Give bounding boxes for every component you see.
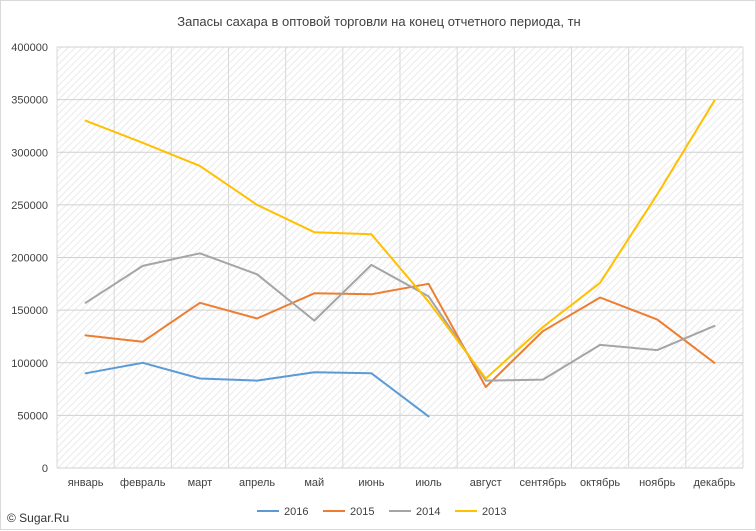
y-tick-label: 250000 bbox=[11, 200, 48, 212]
x-axis-ticks: январь февраль март апрель май июнь июль август… bbox=[68, 477, 736, 489]
series-line-2013 bbox=[84, 99, 716, 380]
y-tick-label: 50000 bbox=[17, 410, 48, 422]
x-tick-label: ноябрь bbox=[639, 477, 676, 489]
watermark-text: © Sugar.Ru bbox=[7, 511, 70, 525]
series-layer bbox=[84, 99, 716, 418]
gridlines bbox=[56, 46, 744, 469]
x-tick-label: июнь bbox=[358, 477, 384, 489]
x-tick-label: декабрь bbox=[693, 477, 735, 489]
series-line-2014 bbox=[84, 252, 716, 382]
series-line-2016 bbox=[84, 361, 430, 418]
x-tick-label: март bbox=[188, 477, 213, 489]
x-tick-label: январь bbox=[68, 477, 104, 489]
y-tick-label: 200000 bbox=[11, 253, 48, 265]
x-tick-label: октябрь bbox=[580, 477, 620, 489]
legend: 2016 2015 2014 2013 bbox=[257, 506, 506, 518]
x-tick-label: сентябрь bbox=[519, 477, 566, 489]
y-tick-label: 0 bbox=[42, 463, 48, 475]
legend-label-2014: 2014 bbox=[416, 506, 440, 518]
y-tick-label: 350000 bbox=[11, 95, 48, 107]
y-tick-label: 400000 bbox=[11, 42, 48, 54]
x-tick-label: февраль bbox=[120, 477, 166, 489]
y-axis-ticks: 0 50000 100000 150000 200000 250000 300000 3500… bbox=[11, 42, 48, 475]
x-tick-label: август bbox=[470, 477, 502, 489]
x-tick-label: июль bbox=[415, 477, 442, 489]
y-tick-label: 100000 bbox=[11, 358, 48, 370]
x-tick-label: май bbox=[304, 477, 324, 489]
chart-title: Запасы сахара в оптовой торговли на коне… bbox=[177, 14, 580, 29]
y-tick-label: 150000 bbox=[11, 305, 48, 317]
legend-label-2016: 2016 bbox=[284, 506, 308, 518]
x-tick-label: апрель bbox=[239, 477, 275, 489]
y-tick-label: 300000 bbox=[11, 147, 48, 159]
legend-label-2015: 2015 bbox=[350, 506, 374, 518]
legend-label-2013: 2013 bbox=[482, 506, 506, 518]
series-line-2015 bbox=[84, 282, 716, 388]
